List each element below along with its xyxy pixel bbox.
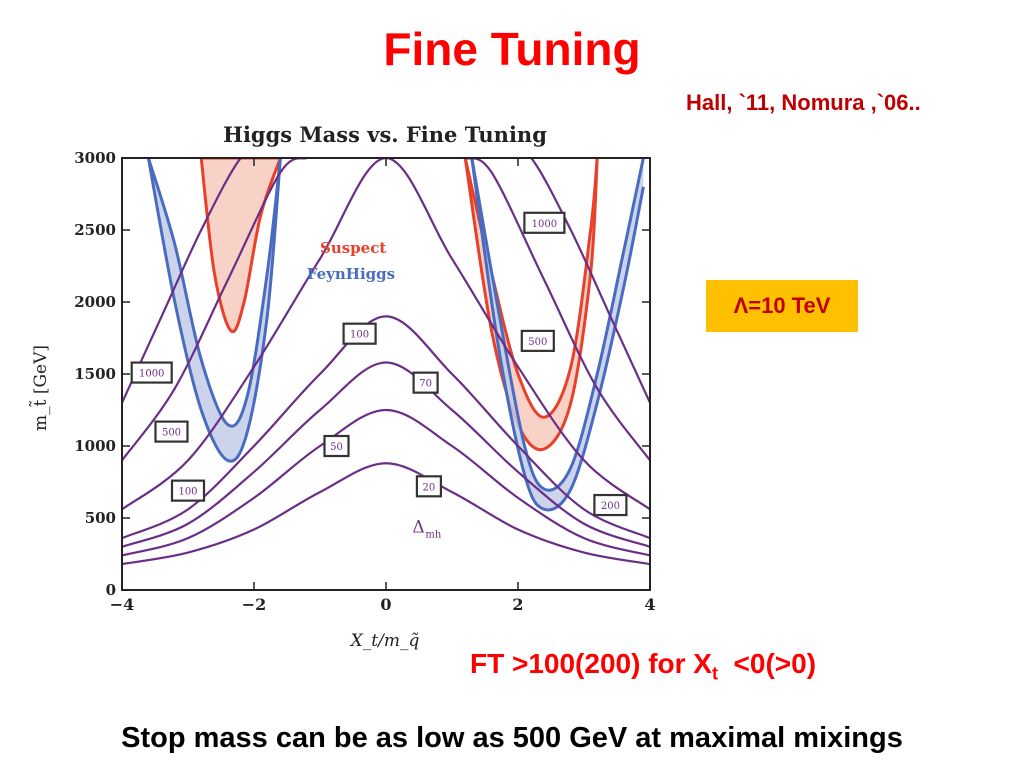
delta-mh-label: Δ xyxy=(412,517,424,537)
y-tick-label: 1500 xyxy=(74,365,116,383)
contour-label-text: 50 xyxy=(330,442,343,453)
chart-title: Higgs Mass vs. Fine Tuning xyxy=(223,122,547,147)
contour-label-box xyxy=(412,371,439,394)
contour-line-delta-1000-right xyxy=(511,158,650,404)
contour-label-text: 20 xyxy=(423,482,436,493)
contour-label-text: 1000 xyxy=(139,369,164,380)
contour-label: 500 xyxy=(154,420,189,443)
contour-label: 70 xyxy=(412,371,439,394)
contour-label: 200 xyxy=(593,493,628,517)
y-tick-label: 2500 xyxy=(74,221,116,239)
contour-label-box xyxy=(170,479,206,502)
contour-label-text: 500 xyxy=(528,337,547,348)
contour-label-text: 100 xyxy=(350,330,369,341)
lambda-scale-text: Λ=10 TeV xyxy=(733,293,831,318)
contour-label-box xyxy=(520,329,555,352)
contour-label-text: 200 xyxy=(601,501,620,512)
delta-mh-subscript: mh xyxy=(425,529,441,540)
band-lower-feynhiggs-right xyxy=(470,158,645,512)
y-tick-label: 500 xyxy=(85,509,116,527)
contour-label-box xyxy=(154,420,189,443)
legend-entry-feynhiggs: FeynHiggs xyxy=(307,265,395,283)
slide-title: Fine Tuning xyxy=(383,23,641,75)
contour-line-delta-50 xyxy=(122,408,650,557)
contour-label: 50 xyxy=(323,434,350,458)
contour-label: 1000 xyxy=(523,211,566,234)
contour-line-delta-200 xyxy=(122,158,650,511)
x-tick-label: −4 xyxy=(110,595,135,614)
citation-text: Hall, `11, Nomura ,`06.. xyxy=(686,90,921,115)
contour-label-box xyxy=(323,434,350,458)
contour-label-box xyxy=(523,211,566,234)
y-tick-label: 3000 xyxy=(74,149,116,167)
fine-tuning-note: FT >100(200) for Xt <0(>0) xyxy=(470,648,816,685)
band-fill-suspect-left xyxy=(201,158,281,332)
x-tick-label: 2 xyxy=(512,595,523,614)
lambda-scale-badge: Λ=10 TeV xyxy=(706,280,858,332)
band-upper-feynhiggs-right xyxy=(470,158,645,492)
contour-label-text: 70 xyxy=(419,379,432,390)
y-tick-label: 1000 xyxy=(74,437,116,455)
ft-note-main: FT >100(200) for X xyxy=(470,648,712,679)
legend-entry-suspect: Suspect xyxy=(320,239,386,257)
contour-label-box xyxy=(593,493,628,517)
band-fill-feynhiggs-right xyxy=(471,158,644,510)
plot-area xyxy=(122,158,650,566)
contour-label-text: 100 xyxy=(178,487,197,498)
y-tick-label: 2000 xyxy=(74,293,116,311)
contour-label-box xyxy=(415,475,442,498)
ft-note-subscript: t xyxy=(711,663,718,684)
contour-label-box xyxy=(130,361,173,384)
contour-line-delta-1000 xyxy=(122,158,261,404)
conclusion-text: Stop mass can be as low as 500 GeV at ma… xyxy=(121,722,903,754)
fine-tuning-chart: Higgs Mass vs. Fine Tuning m_t̃ [GeV] X_… xyxy=(29,122,655,651)
contour-label: 1000 xyxy=(130,361,173,384)
y-axis-label: m_t̃ [GeV] xyxy=(29,345,51,431)
contour-line-delta-70 xyxy=(122,361,650,548)
contour-line-delta-20 xyxy=(122,462,650,566)
ft-note-tail: <0(>0) xyxy=(717,648,817,679)
x-axis-label: X_t/m_q̃ xyxy=(349,631,420,651)
x-tick-label: 4 xyxy=(644,595,655,614)
contour-label-box xyxy=(342,322,377,345)
contour-line-delta-100 xyxy=(122,315,650,540)
contour-label-text: 500 xyxy=(162,428,181,439)
band-lower-feynhiggs-left xyxy=(146,158,282,463)
band-lower-suspect-left xyxy=(199,158,282,334)
contour-label: 500 xyxy=(520,329,555,352)
contour-label: 20 xyxy=(415,475,442,498)
contour-label: 100 xyxy=(170,479,206,502)
contour-label-text: 1000 xyxy=(532,219,557,230)
y-tick-label: 0 xyxy=(106,581,116,599)
contour-line-delta-500-right xyxy=(464,158,650,462)
band-upper-feynhiggs-left xyxy=(146,158,282,428)
x-tick-label: −2 xyxy=(242,595,267,614)
x-tick-label: 0 xyxy=(380,595,391,614)
contour-label: 100 xyxy=(342,322,377,345)
contour-line-delta-500 xyxy=(122,158,308,462)
